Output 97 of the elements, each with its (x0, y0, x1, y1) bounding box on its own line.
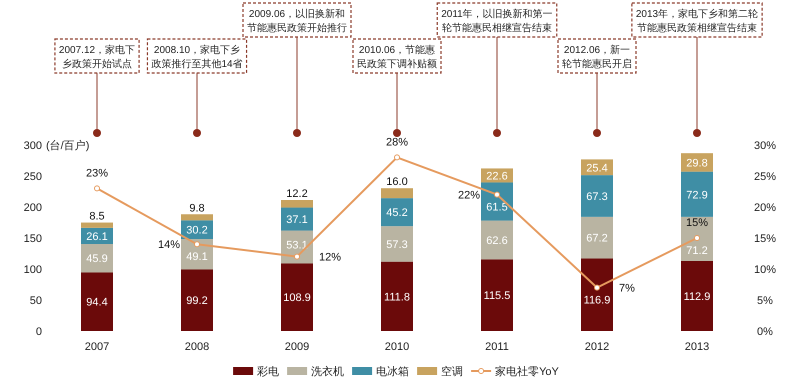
data-label: 67.2 (586, 232, 608, 245)
legend-label: 电冰箱 (376, 365, 410, 378)
data-label: 45.9 (86, 253, 108, 266)
data-label: 67.3 (586, 190, 608, 203)
point (694, 235, 700, 241)
data-label: 7% (619, 282, 636, 295)
bar (381, 226, 413, 262)
y2-tick-label: 30% (754, 140, 776, 152)
data-label: 61.5 (486, 202, 508, 214)
data-label: 94.4 (86, 296, 108, 309)
bar (81, 222, 113, 228)
data-label: 12% (319, 252, 342, 264)
data-label: 53.1 (286, 240, 308, 252)
x-tick-label: 2009 (284, 341, 310, 353)
data-label: 30.2 (186, 224, 208, 237)
text: 2007.12，家电下乡政策开始试点 (58, 44, 136, 70)
data-label: 12.2 (286, 188, 308, 200)
y-tick-label: 300 (24, 140, 42, 152)
bar (481, 259, 513, 331)
y-tick-label: 0 (36, 326, 42, 338)
bar (681, 261, 713, 331)
point (94, 185, 100, 192)
point (494, 192, 500, 198)
data-label: 108.9 (283, 292, 311, 304)
data-label: 116.9 (584, 294, 610, 307)
data-label: 28% (386, 136, 408, 148)
bar (381, 262, 413, 331)
bar (581, 175, 613, 217)
bar (81, 244, 113, 272)
point (294, 254, 300, 260)
y2-tick-label: 10% (754, 264, 776, 276)
data-label: 71.2 (686, 245, 708, 257)
y-tick-label: 200 (24, 202, 42, 214)
y2-tick-label: 5% (757, 295, 774, 307)
bar (181, 269, 213, 331)
bar (581, 216, 613, 259)
data-label: 26.1 (86, 230, 108, 243)
data-label: 115.5 (484, 290, 510, 302)
y-tick-label: 50 (30, 295, 42, 307)
legend-label: 家电社零YoY (495, 365, 560, 378)
data-label: 22% (458, 190, 480, 202)
bar (381, 198, 413, 226)
text: 2011年，以旧换新和第一轮节能惠民相继宣告结束 (441, 8, 553, 34)
point (594, 284, 600, 291)
legend-label: 洗衣机 (311, 365, 344, 378)
bar (681, 172, 713, 217)
x-tick-label: 2011 (485, 341, 509, 353)
bar (181, 239, 213, 270)
bar (281, 208, 313, 231)
data-label: 57.3 (386, 238, 408, 251)
data-label: 8.5 (89, 210, 105, 223)
y-axis-title: (台/百户) (46, 139, 90, 152)
bar (581, 258, 613, 331)
data-label: 72.9 (686, 189, 708, 202)
text: 2013年，家电下乡和第二轮节能惠民政策相继宣告结束 (636, 8, 758, 34)
y2-tick-label: 20% (754, 202, 776, 214)
text: 2010.06，节能惠民政策下调补贴额 (357, 44, 437, 70)
x-tick-label: 2008 (184, 341, 210, 353)
y2-tick-label: 0% (757, 326, 774, 338)
y-tick-label: 250 (24, 171, 42, 183)
y2-tick-label: 15% (754, 233, 776, 245)
legend-label: 空调 (441, 365, 464, 378)
bar (381, 188, 413, 198)
x-tick-label: 2012 (584, 341, 610, 353)
point (394, 154, 400, 160)
legend-label: 彩电 (257, 365, 280, 378)
bar (181, 214, 213, 220)
data-label: 29.8 (686, 157, 708, 170)
data-label: 14% (158, 239, 180, 252)
data-label: 9.8 (189, 202, 205, 214)
data-label: 22.6 (486, 170, 508, 182)
text: 2008.10，家电下乡政策推行至其他14省 (151, 44, 243, 70)
y2-tick-label: 25% (754, 171, 776, 183)
data-label: 111.8 (384, 291, 410, 304)
data-label: 25.4 (586, 162, 608, 174)
bar (281, 200, 313, 208)
data-label: 62.6 (486, 234, 508, 247)
x-tick-label: 2010 (384, 341, 410, 353)
x-tick-label: 2013 (684, 341, 710, 353)
data-label: 99.2 (186, 295, 208, 308)
data-label: 112.9 (684, 291, 710, 303)
text: 2009.06，以旧换新和节能惠民政策开始推行 (247, 8, 347, 34)
data-label: 49.1 (186, 251, 208, 264)
point (194, 241, 200, 248)
data-label: 23% (86, 167, 108, 180)
bar (481, 182, 513, 221)
bar (81, 272, 113, 331)
y-tick-label: 100 (24, 264, 42, 276)
data-label: 15% (686, 217, 708, 229)
text: 2012.06，新一轮节能惠民开启 (562, 44, 632, 70)
data-label: 37.1 (286, 214, 308, 226)
data-label: 45.2 (386, 207, 408, 220)
data-label: 16.0 (386, 176, 408, 188)
y-tick-label: 150 (24, 233, 42, 245)
bar (481, 220, 513, 260)
x-tick-label: 2007 (84, 341, 110, 353)
bar (281, 263, 313, 331)
